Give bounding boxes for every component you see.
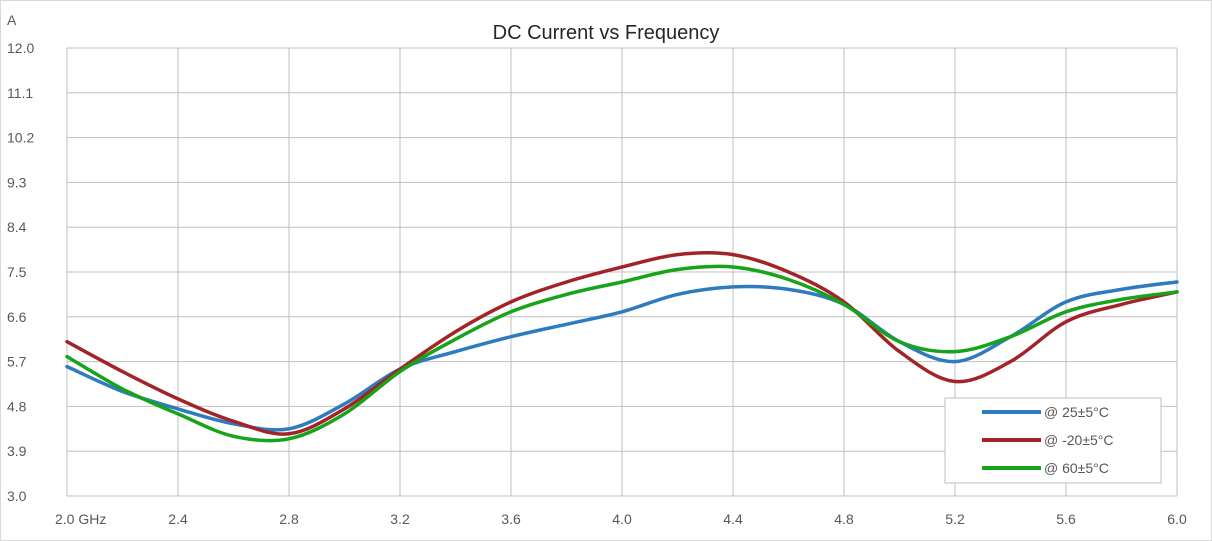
grid (66, 47, 1178, 497)
legend-label-2: @ 60±5°C (1044, 460, 1109, 476)
y-tick-label: 9.3 (7, 174, 27, 190)
y-tick-label: 3.0 (7, 488, 27, 504)
series-line-1 (65, 250, 1179, 436)
chart-title: DC Current vs Frequency (493, 22, 720, 44)
x-tick-label: 4.4 (723, 511, 743, 527)
y-tick-label: 12.0 (7, 40, 34, 56)
legend: @ 25±5°C @ -20±5°C @ 60±5°C (944, 397, 1162, 484)
series-lines (65, 250, 1179, 443)
y-tick-label: 3.9 (7, 443, 27, 459)
series-line-2 (65, 264, 1179, 443)
legend-label-1: @ -20±5°C (1044, 432, 1114, 448)
y-unit-label: A (7, 12, 17, 28)
x-tick-label: 4.8 (834, 511, 854, 527)
x-tick-label: 3.6 (501, 511, 521, 527)
x-tick-label: 5.2 (945, 511, 965, 527)
y-tick-label: 4.8 (7, 398, 27, 414)
y-tick-label: 5.7 (7, 354, 27, 370)
y-tick-label: 11.1 (7, 85, 33, 101)
y-tick-label: 8.4 (7, 219, 27, 235)
x-tick-label: 6.0 (1167, 511, 1187, 527)
y-tick-label: 7.5 (7, 264, 27, 280)
legend-label-0: @ 25±5°C (1044, 404, 1109, 420)
x-tick-label: 4.0 (612, 511, 632, 527)
x-tick-label: 5.6 (1056, 511, 1076, 527)
y-tick-label: 10.2 (7, 130, 34, 146)
y-tick-label: 6.6 (7, 309, 27, 325)
x-tick-label: 2.4 (168, 511, 188, 527)
x-tick-label: 2.8 (279, 511, 299, 527)
legend-box (944, 397, 1162, 484)
x-tick-label: 3.2 (390, 511, 410, 527)
x-tick-label: 2.0 GHz (55, 511, 106, 527)
tick-labels: 3.0 3.9 4.8 5.7 6.6 7.5 8.4 9.3 10.2 11.1 12.0 2.0 … (7, 40, 1187, 527)
